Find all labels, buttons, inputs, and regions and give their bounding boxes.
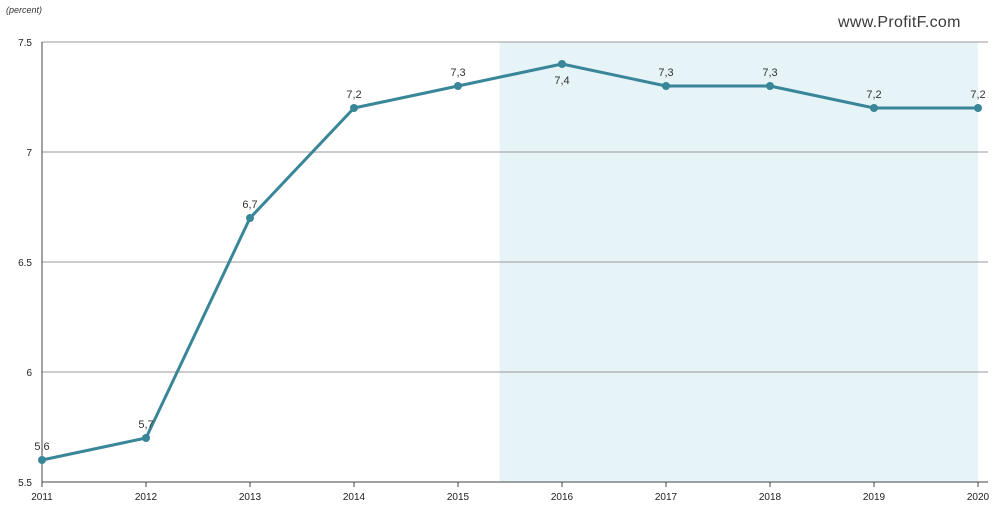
data-label: 7,2: [970, 89, 985, 101]
data-label: 5,7: [138, 419, 153, 431]
data-label: 7,2: [346, 89, 361, 101]
unit-label: (percent): [6, 5, 43, 15]
data-label: 7,3: [658, 67, 673, 79]
data-point: [974, 104, 982, 112]
watermark-logo: www.ProfitF.com: [838, 14, 961, 31]
data-point: [558, 60, 566, 68]
data-point: [662, 82, 670, 90]
data-label: 7,3: [762, 67, 777, 79]
data-point: [350, 104, 358, 112]
x-tick-label: 2012: [135, 492, 158, 503]
data-point: [246, 214, 254, 222]
data-label: 5,6: [34, 441, 49, 453]
data-label: 7,2: [866, 89, 881, 101]
x-tick-label: 2019: [863, 492, 886, 503]
data-point: [142, 434, 150, 442]
data-label: 7,3: [450, 67, 465, 79]
data-point: [766, 82, 774, 90]
data-label: 7,4: [554, 75, 569, 87]
x-tick-label: 2015: [447, 492, 470, 503]
x-tick-label: 2018: [759, 492, 782, 503]
x-tick-label: 2016: [551, 492, 574, 503]
y-tick-label: 7.5: [18, 38, 32, 49]
y-tick-label: 7: [26, 148, 32, 159]
x-tick-label: 2017: [655, 492, 678, 503]
data-point: [38, 456, 46, 464]
data-point: [870, 104, 878, 112]
y-tick-label: 5.5: [18, 478, 32, 489]
x-tick-label: 2013: [239, 492, 262, 503]
x-tick-label: 2020: [967, 492, 990, 503]
x-tick-label: 2014: [343, 492, 366, 503]
y-tick-label: 6.5: [18, 258, 32, 269]
data-label: 6,7: [242, 199, 257, 211]
series-line: [41, 62, 978, 462]
data-point: [454, 82, 462, 90]
x-tick-label: 2011: [31, 492, 53, 503]
y-tick-label: 6: [26, 368, 32, 379]
